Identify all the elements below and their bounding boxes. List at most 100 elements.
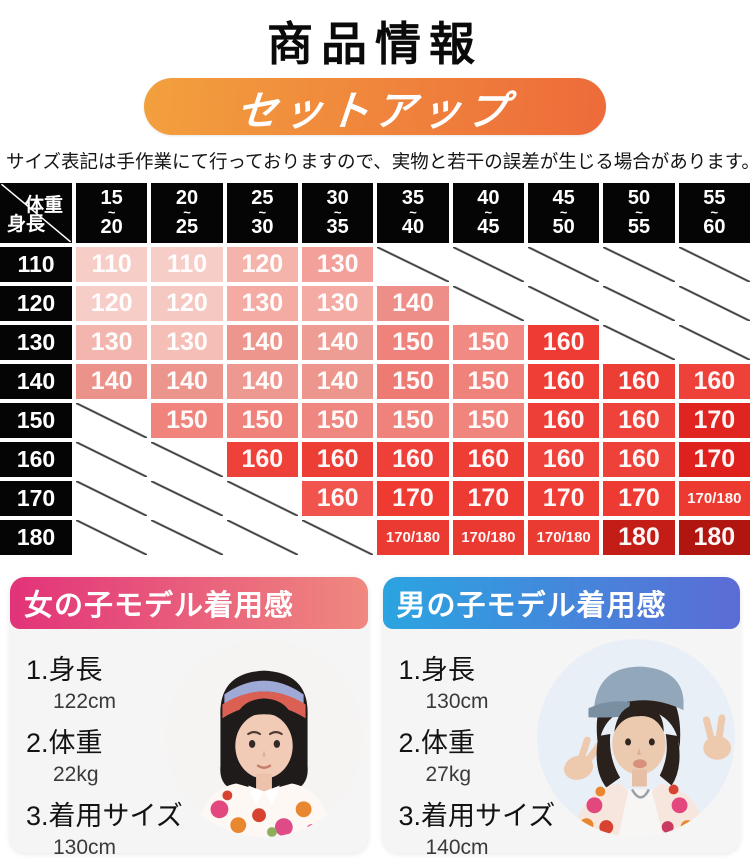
- weight-column-header: 45 ~50: [528, 183, 600, 243]
- empty-size-cell: [678, 247, 750, 282]
- size-cell: 180: [603, 520, 675, 555]
- weight-column-header: 25 ~30: [226, 183, 298, 243]
- size-cell: 150: [452, 403, 524, 438]
- size-cell: 160: [302, 442, 374, 477]
- corner-height-label: 身長: [7, 214, 46, 235]
- table-corner-cell: 体重 身長: [0, 183, 72, 243]
- size-cell: 130: [302, 247, 374, 282]
- size-cell: 160: [528, 364, 600, 399]
- size-table: 体重 身長 15 ~20 20 ~25 25 ~30 30 ~35 35 ~40 40 ~45 45 ~50 5…: [0, 183, 750, 555]
- size-cell: 110: [151, 247, 223, 282]
- size-cell: 150: [226, 403, 298, 438]
- corner-diagonal-line: [0, 183, 72, 243]
- size-cell: 140: [226, 325, 298, 360]
- size-cell: 140: [151, 364, 223, 399]
- girl-avatar-illustration: [164, 639, 363, 837]
- size-cell: 150: [302, 403, 374, 438]
- boy-spec-list: 1.身長 130cm 2.体重 27kg 3.着用サイズ 140cm: [399, 641, 556, 863]
- size-cell: 140: [377, 286, 449, 321]
- spec-label-size: 3.着用サイズ: [398, 801, 556, 831]
- empty-size-cell: [151, 520, 223, 555]
- spec-label-height: 1.身長: [398, 655, 476, 685]
- weight-column-header: 20 ~25: [151, 183, 223, 243]
- size-cell: 150: [377, 364, 449, 399]
- size-cell: 160: [603, 442, 675, 477]
- size-cell: 140: [76, 364, 148, 399]
- height-row-header: 170: [0, 481, 72, 516]
- model-fit-section: 女の子モデル着用感 1.身長 122cm 2.体重 22kg 3.着用サイズ 1…: [0, 577, 750, 859]
- weight-column-header: 40 ~45: [452, 183, 524, 243]
- weight-column-header: 30 ~35: [302, 183, 374, 243]
- spec-value-size: 130cm: [53, 836, 117, 859]
- size-cell: 150: [151, 403, 223, 438]
- weight-column-header: 55 ~60: [678, 183, 750, 243]
- spec-label-size: 3.着用サイズ: [26, 801, 183, 831]
- empty-size-cell: [76, 481, 148, 516]
- boy-avatar-illustration: [537, 639, 735, 837]
- girl-model-card: 女の子モデル着用感 1.身長 122cm 2.体重 22kg 3.着用サイズ 1…: [10, 577, 368, 859]
- size-cell: 160: [678, 364, 750, 399]
- size-disclaimer-note: サイズ表記は手作業にて行っておりますので、実物と若干の誤差が生じる場合があります…: [6, 151, 750, 172]
- height-row-header: 140: [0, 364, 72, 399]
- size-cell: 160: [302, 481, 374, 516]
- size-cell: 150: [377, 403, 449, 438]
- height-row-header: 150: [0, 403, 72, 438]
- weight-column-header: 15 ~20: [76, 183, 148, 243]
- girl-card-title: 女の子モデル着用感: [24, 590, 295, 622]
- height-row-header: 120: [0, 286, 72, 321]
- size-cell: 120: [226, 247, 298, 282]
- boy-model-card: 男の子モデル着用感 1.身長 130cm 2.体重 27kg 3.着用サイズ 1…: [382, 577, 740, 859]
- page-title: 商品情報: [267, 17, 483, 71]
- corner-weight-label: 体重: [24, 195, 63, 216]
- empty-size-cell: [151, 442, 223, 477]
- size-cell: 160: [528, 442, 600, 477]
- weight-column-header: 50 ~55: [603, 183, 675, 243]
- size-cell: 150: [377, 325, 449, 360]
- girl-card-header: 女の子モデル着用感: [10, 577, 368, 629]
- empty-size-cell: [226, 481, 298, 516]
- size-cell: 170/180: [528, 520, 600, 555]
- boy-card-title: 男の子モデル着用感: [396, 590, 667, 622]
- boy-model-photo: [537, 639, 735, 837]
- size-cell: 130: [226, 286, 298, 321]
- size-cell: 160: [226, 442, 298, 477]
- size-cell: 170/180: [452, 520, 524, 555]
- size-cell: 160: [603, 364, 675, 399]
- height-row-header: 160: [0, 442, 72, 477]
- empty-size-cell: [678, 325, 750, 360]
- height-row-header: 180: [0, 520, 72, 555]
- size-cell: 140: [226, 364, 298, 399]
- size-cell: 160: [528, 403, 600, 438]
- height-row-header: 110: [0, 247, 72, 282]
- spec-label-height: 1.身長: [26, 655, 103, 685]
- height-row-header: 130: [0, 325, 72, 360]
- size-cell: 150: [452, 364, 524, 399]
- spec-value-height: 130cm: [425, 690, 489, 713]
- size-cell: 110: [76, 247, 148, 282]
- empty-size-cell: [678, 286, 750, 321]
- spec-value-height: 122cm: [53, 690, 117, 713]
- empty-size-cell: [151, 481, 223, 516]
- empty-size-cell: [76, 442, 148, 477]
- size-cell: 170: [528, 481, 600, 516]
- size-cell: 170: [678, 403, 750, 438]
- size-cell: 140: [302, 325, 374, 360]
- spec-label-weight: 2.体重: [26, 728, 103, 758]
- spec-value-weight: 22kg: [53, 763, 99, 786]
- spec-value-size: 140cm: [425, 836, 489, 859]
- girl-spec-list: 1.身長 122cm 2.体重 22kg 3.着用サイズ 130cm: [26, 641, 183, 863]
- empty-size-cell: [76, 520, 148, 555]
- empty-size-cell: [76, 403, 148, 438]
- girl-model-photo: [164, 639, 363, 837]
- spec-label-weight: 2.体重: [398, 728, 476, 758]
- size-cell: 130: [76, 325, 148, 360]
- boy-card-header: 男の子モデル着用感: [382, 577, 740, 629]
- size-cell: 160: [528, 325, 600, 360]
- weight-column-header: 35 ~40: [377, 183, 449, 243]
- empty-size-cell: [603, 286, 675, 321]
- empty-size-cell: [302, 520, 374, 555]
- setup-banner-label: セットアップ: [234, 87, 515, 134]
- size-cell: 120: [151, 286, 223, 321]
- size-cell: 140: [302, 364, 374, 399]
